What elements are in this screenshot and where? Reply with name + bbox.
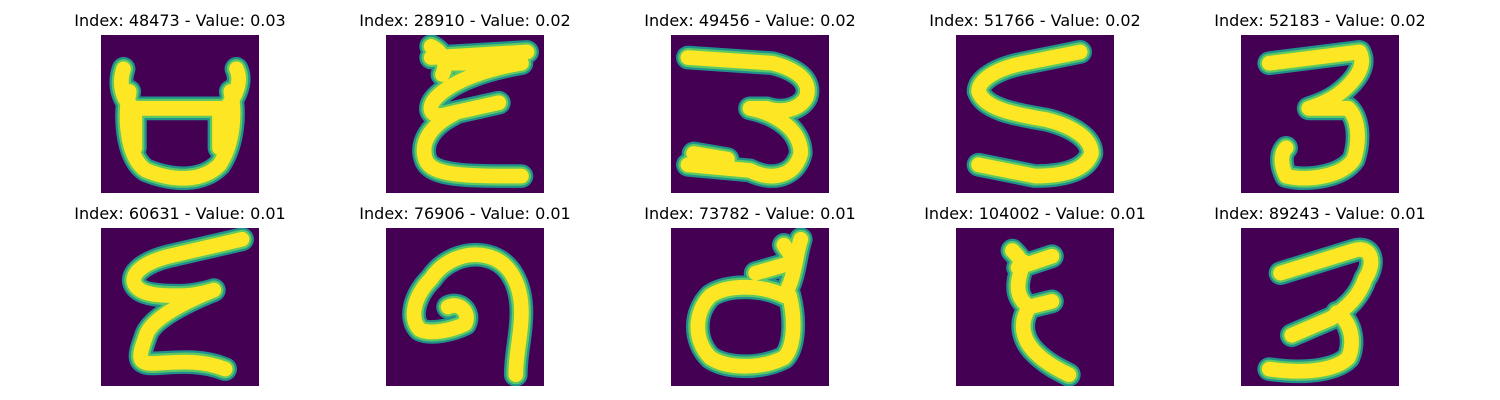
digit-image	[101, 228, 259, 386]
panel-title: Index: 104002 - Value: 0.01	[924, 204, 1146, 223]
panel-title: Index: 73782 - Value: 0.01	[644, 204, 856, 223]
panel-title: Index: 89243 - Value: 0.01	[1214, 204, 1426, 223]
panel-8: Index: 73782 - Value: 0.01	[620, 204, 880, 394]
digit-image	[1241, 228, 1399, 386]
panel-title: Index: 48473 - Value: 0.03	[74, 11, 286, 30]
panel-2: Index: 28910 - Value: 0.02	[335, 11, 595, 201]
digit-image	[101, 35, 259, 193]
digit-image	[386, 35, 544, 193]
panel-9: Index: 104002 - Value: 0.01	[905, 204, 1165, 394]
panel-1: Index: 48473 - Value: 0.03	[50, 11, 310, 201]
panel-5: Index: 52183 - Value: 0.02	[1190, 11, 1450, 201]
panel-10: Index: 89243 - Value: 0.01	[1190, 204, 1450, 394]
digit-image	[671, 35, 829, 193]
panel-title: Index: 60631 - Value: 0.01	[74, 204, 286, 223]
digit-image	[386, 228, 544, 386]
panel-title: Index: 49456 - Value: 0.02	[644, 11, 856, 30]
digit-image	[671, 228, 829, 386]
panel-6: Index: 60631 - Value: 0.01	[50, 204, 310, 394]
digit-image	[1241, 35, 1399, 193]
panel-title: Index: 52183 - Value: 0.02	[1214, 11, 1426, 30]
digit-image	[956, 35, 1114, 193]
panel-title: Index: 28910 - Value: 0.02	[359, 11, 571, 30]
panel-7: Index: 76906 - Value: 0.01	[335, 204, 595, 394]
panel-4: Index: 51766 - Value: 0.02	[905, 11, 1165, 201]
panel-title: Index: 76906 - Value: 0.01	[359, 204, 571, 223]
panel-title: Index: 51766 - Value: 0.02	[929, 11, 1141, 30]
panel-3: Index: 49456 - Value: 0.02	[620, 11, 880, 201]
digit-image	[956, 228, 1114, 386]
